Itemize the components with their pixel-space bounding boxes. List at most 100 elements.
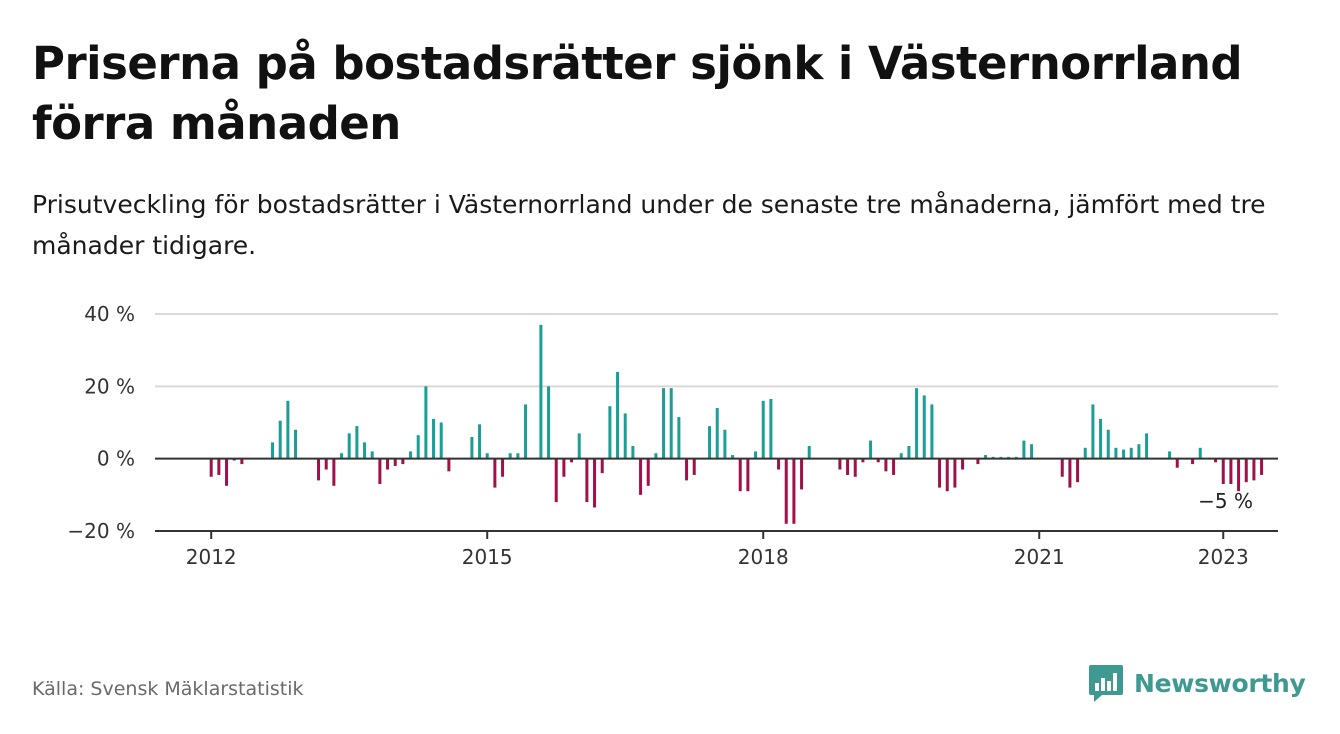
bar bbox=[409, 451, 413, 459]
bar bbox=[363, 442, 367, 459]
bar bbox=[838, 458, 842, 470]
bar bbox=[1191, 458, 1195, 465]
bars bbox=[209, 324, 1264, 524]
bar bbox=[577, 433, 581, 459]
bar bbox=[1260, 458, 1264, 475]
bar bbox=[1244, 458, 1248, 483]
bar bbox=[278, 420, 282, 459]
bar bbox=[1198, 447, 1202, 459]
y-tick-label: −20 % bbox=[67, 519, 135, 543]
bar bbox=[639, 458, 643, 495]
newsworthy-logo: Newsworthy bbox=[1088, 660, 1306, 706]
chart-title: Priserna på bostadsrätter sjönk i Väster… bbox=[32, 37, 1243, 150]
bar bbox=[723, 429, 727, 459]
bar bbox=[1129, 447, 1133, 459]
bar bbox=[370, 451, 374, 459]
bar bbox=[646, 458, 650, 486]
bar bbox=[669, 388, 673, 459]
bar bbox=[424, 386, 428, 459]
bar bbox=[593, 458, 597, 508]
bar bbox=[853, 458, 857, 477]
bar bbox=[547, 386, 551, 459]
bar bbox=[1022, 440, 1026, 459]
bar bbox=[501, 458, 505, 477]
bar-chart: 40 % 20 % 0 % −20 % 2012 2015 2018 2021 2023 −5… bbox=[67, 302, 1278, 569]
end-value-label: −5 % bbox=[1198, 489, 1253, 513]
bar bbox=[869, 440, 873, 459]
bar bbox=[892, 458, 896, 475]
bar bbox=[876, 458, 880, 463]
bar bbox=[692, 458, 696, 475]
bar bbox=[1083, 447, 1087, 459]
bar bbox=[1237, 458, 1241, 492]
bar bbox=[792, 458, 796, 524]
bar bbox=[984, 455, 988, 459]
bar bbox=[1106, 429, 1110, 459]
bar bbox=[317, 458, 321, 481]
bar bbox=[386, 458, 390, 470]
bar bbox=[1221, 458, 1225, 484]
bar bbox=[1145, 433, 1149, 459]
bar bbox=[217, 458, 221, 475]
bar bbox=[769, 398, 773, 459]
bar bbox=[478, 424, 482, 459]
bar bbox=[1099, 418, 1103, 459]
bar bbox=[439, 422, 443, 459]
bar bbox=[524, 404, 528, 459]
bar bbox=[631, 446, 635, 459]
newsworthy-logo-text: Newsworthy bbox=[1134, 668, 1306, 698]
y-tick-label: 40 % bbox=[84, 302, 135, 326]
bar bbox=[623, 413, 627, 459]
bar bbox=[961, 458, 965, 470]
bar bbox=[470, 436, 474, 459]
bar bbox=[746, 458, 750, 492]
bar bbox=[715, 408, 719, 459]
bar bbox=[562, 458, 566, 477]
bar bbox=[1114, 447, 1118, 459]
bar bbox=[378, 458, 382, 484]
bar bbox=[1214, 458, 1218, 463]
x-axis-labels: 2012 2015 2018 2021 2023 bbox=[186, 545, 1249, 569]
bar bbox=[953, 458, 957, 488]
x-tick-label: 2015 bbox=[462, 545, 513, 569]
bar bbox=[784, 458, 788, 524]
annotations: −5 % bbox=[1198, 489, 1253, 513]
y-tick-label: 0 % bbox=[97, 447, 135, 471]
bar bbox=[393, 458, 397, 466]
bar bbox=[1168, 451, 1172, 459]
bar bbox=[884, 458, 888, 472]
y-tick-label: 20 % bbox=[84, 374, 135, 398]
bar bbox=[708, 426, 712, 459]
bar bbox=[899, 453, 903, 459]
bar bbox=[355, 426, 359, 459]
x-axis bbox=[155, 457, 1278, 539]
bar bbox=[347, 433, 351, 459]
x-tick-label: 2018 bbox=[738, 545, 789, 569]
bar bbox=[1030, 444, 1034, 459]
bar bbox=[685, 458, 689, 481]
bar bbox=[1076, 458, 1080, 483]
y-axis-labels: 40 % 20 % 0 % −20 % bbox=[67, 302, 135, 543]
bar bbox=[294, 429, 298, 459]
bar bbox=[1175, 458, 1179, 468]
bar bbox=[738, 458, 742, 492]
bar bbox=[930, 404, 934, 459]
bar bbox=[600, 458, 604, 474]
bar bbox=[209, 458, 213, 477]
bar bbox=[332, 458, 336, 486]
bar bbox=[1122, 449, 1126, 459]
bar bbox=[286, 400, 290, 459]
chart-subtitle: Prisutveckling för bostadsrätter i Väste… bbox=[32, 190, 1266, 260]
bar bbox=[570, 458, 574, 463]
bar bbox=[1068, 458, 1072, 488]
bar bbox=[945, 458, 949, 492]
bar bbox=[677, 417, 681, 459]
bar bbox=[807, 446, 811, 459]
bar bbox=[938, 458, 942, 488]
bar bbox=[754, 451, 758, 459]
bar bbox=[1091, 404, 1095, 459]
bar bbox=[1137, 444, 1141, 459]
bar bbox=[731, 455, 735, 459]
bar bbox=[915, 388, 919, 459]
bar bbox=[846, 458, 850, 475]
